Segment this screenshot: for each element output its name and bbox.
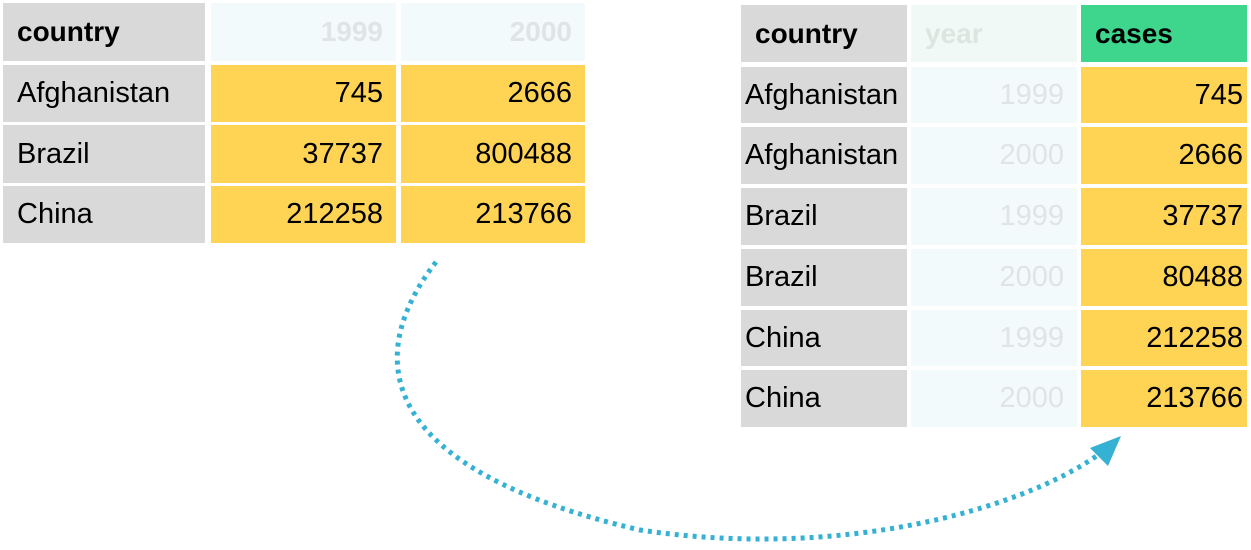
pivot-arrow-path <box>397 262 1098 539</box>
pivot-arrowhead-icon <box>1090 436 1121 466</box>
